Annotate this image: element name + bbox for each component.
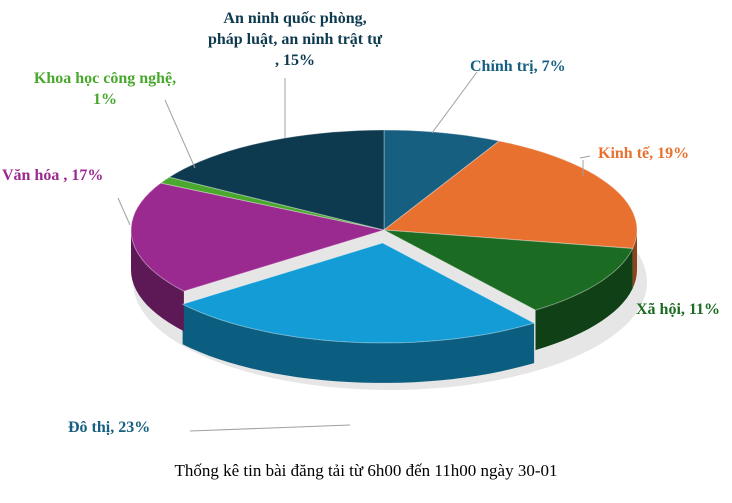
- slice-3: [181, 242, 536, 344]
- slice-4: [130, 182, 385, 292]
- slice-6: [168, 129, 385, 231]
- chart-title: Thống kê tin bài đăng tải từ 6h00 đến 11…: [174, 461, 558, 480]
- leader-line-4: [117, 197, 131, 226]
- label-van-hoa: Văn hóa , 17%: [2, 167, 104, 184]
- label-chinh-tri: Chính trị, 7%: [470, 58, 566, 75]
- label-khoa-hoc: Khoa học công nghệ, 1%: [33, 70, 177, 108]
- slice-2: [383, 229, 634, 311]
- slice-0: [383, 129, 501, 232]
- leader-line-0: [431, 71, 478, 134]
- label-do-thi: Đô thị, 23%: [68, 419, 151, 436]
- slice-side-3: [182, 304, 535, 383]
- leader-line-1: [579, 155, 591, 159]
- label-xa-hoi: Xã hội, 11%: [636, 301, 721, 318]
- label-kinh-te: Kinh tế, 19%: [598, 145, 690, 162]
- slice-1: [382, 140, 638, 250]
- label-an-ninh: An ninh quốc phòng, pháp luật, an ninh t…: [207, 10, 383, 69]
- slice-side-2: [535, 248, 633, 351]
- leader-line-5: [164, 99, 196, 169]
- slice-side-1: [632, 230, 637, 289]
- leader-line-3: [189, 424, 351, 432]
- slice-side-4: [131, 230, 184, 332]
